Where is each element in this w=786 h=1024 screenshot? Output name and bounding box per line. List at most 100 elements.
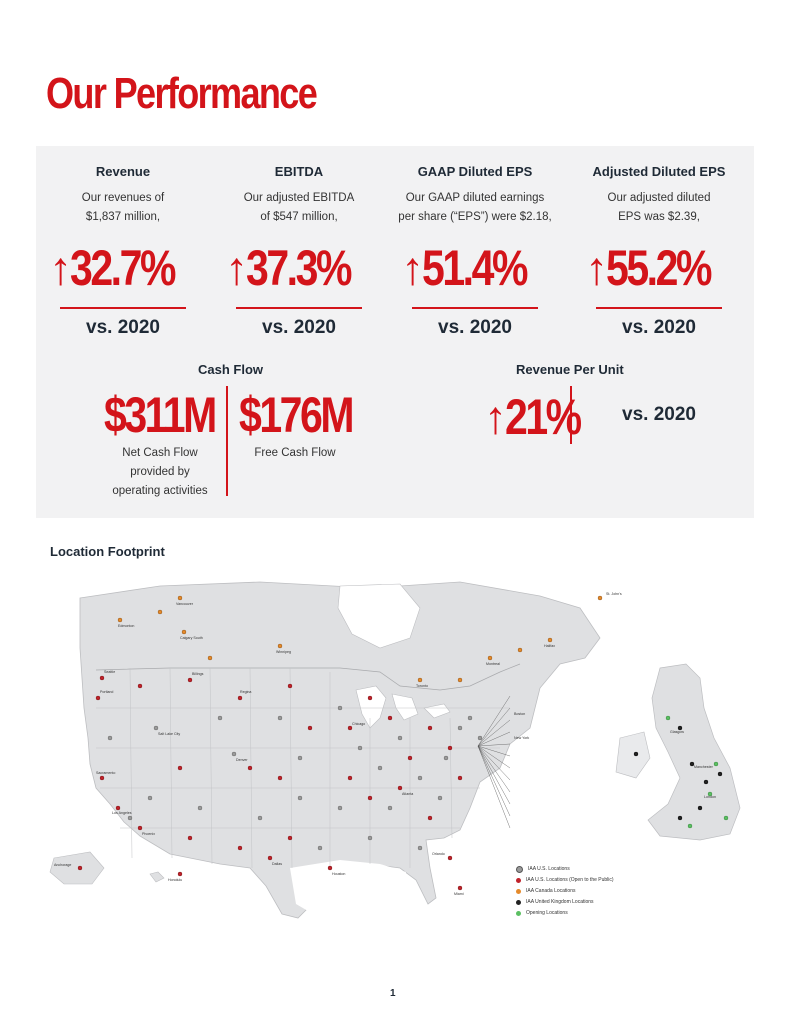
metric-description: Our GAAP diluted earnings per share (“EP… (392, 189, 558, 227)
hudson-bay (337, 583, 421, 649)
city-label: St. John's (606, 592, 622, 596)
city-label: Portland (100, 690, 113, 694)
city-label: Dallas (272, 862, 282, 866)
city-label: Anchorage (54, 863, 71, 867)
legend-item: IAA U.S. Locations (Open to the Public) (516, 875, 614, 886)
city-label: New York (514, 736, 529, 740)
city-label: Honolulu (168, 878, 182, 882)
metric-title: Revenue (95, 164, 151, 179)
city-label: Regina (240, 690, 251, 694)
city-label: Glasgow (670, 730, 684, 734)
metric-adjusted-eps: Adjusted Diluted EPS Our adjusted dilute… (576, 164, 742, 339)
divider (226, 386, 228, 496)
location-map: Vancouver Edmonton Calgary South Winnipe… (40, 568, 750, 936)
city-label: Miami (454, 892, 464, 896)
city-label: Edmonton (118, 624, 134, 628)
city-label: Atlanta (402, 792, 413, 796)
location-footprint-title: Location Footprint (50, 544, 165, 559)
metric-description: Our revenues of $1,837 million, (40, 189, 206, 227)
city-label: Montreal (486, 662, 500, 666)
hawaii-inset (149, 871, 165, 883)
city-label: Manchester (694, 765, 714, 769)
metric-desc-line: per share (“EPS”) were $2.18, (398, 211, 552, 223)
cf-desc-line: provided by (130, 466, 190, 478)
legend-label: Opening Locations (526, 910, 568, 916)
city-label: Winnipeg (276, 650, 291, 654)
city-label: Los Angeles (112, 811, 132, 815)
metric-comparison: vs. 2020 (262, 316, 336, 338)
canada-location-dots (117, 595, 603, 683)
metric-value: ↑ 51.4% (392, 239, 558, 297)
metric-ebitda: EBITDA Our adjusted EBITDA of $547 milli… (216, 164, 382, 339)
metric-desc-line: $1,837 million, (85, 211, 161, 223)
divider (596, 307, 722, 309)
revenue-per-unit-title: Revenue Per Unit (516, 362, 624, 377)
city-label: Sacramento (96, 771, 115, 775)
metric-title: GAAP Diluted EPS (417, 164, 533, 179)
up-arrow-icon: ↑ (484, 391, 507, 443)
metric-percent: 55.2% (606, 240, 712, 296)
metric-desc-line: Our adjusted EBITDA (243, 192, 355, 204)
city-label: Calgary South (180, 636, 203, 640)
callout-lines (477, 695, 511, 829)
metric-value: ↑ 37.3% (216, 239, 382, 297)
rpu-percent: 21% (505, 389, 582, 445)
legend-dot-icon (516, 866, 523, 873)
net-cash-flow-value: $311M (104, 387, 217, 443)
city-label: Phoenix (142, 832, 155, 836)
metric-description: Our adjusted EBITDA of $547 million, (216, 189, 382, 227)
free-cash-flow-description: Free Cash Flow (254, 447, 336, 459)
metric-comparison: vs. 2020 (86, 316, 160, 338)
metric-desc-line: of $547 million, (260, 211, 338, 223)
legend-item: IAA U.S. Locations (516, 864, 614, 875)
city-label: Salt Lake City (158, 732, 180, 736)
uk-location-dots (633, 725, 723, 821)
legend-dot-icon (516, 911, 521, 916)
us-public-location-dots (77, 675, 463, 891)
cash-flow-title: Cash Flow (198, 362, 264, 377)
legend-item: IAA Canada Locations (516, 886, 614, 897)
revenue-per-unit-comparison: vs. 2020 (622, 404, 696, 425)
cf-desc-line: Net Cash Flow (122, 447, 198, 459)
divider (236, 307, 362, 309)
metric-comparison: vs. 2020 (622, 316, 696, 338)
legend-dot-icon (516, 900, 521, 905)
city-label: Boston (514, 712, 525, 716)
up-arrow-icon: ↑ (585, 242, 609, 294)
up-arrow-icon: ↑ (49, 242, 73, 294)
metric-description: Our adjusted diluted EPS was $2.39, (576, 189, 742, 227)
page-title: Our Performance (46, 69, 318, 118)
gulf-of-mexico (290, 860, 406, 918)
city-label: Houston (332, 872, 345, 876)
great-lakes (355, 685, 451, 729)
legend-label: IAA U.S. Locations (Open to the Public) (526, 877, 614, 883)
metric-percent: 51.4% (422, 240, 528, 296)
revenue-per-unit-value: ↑ 21% (484, 392, 596, 442)
metric-desc-line: Our revenues of (81, 192, 165, 204)
city-label: Denver (236, 758, 248, 762)
legend-dot-icon (516, 878, 521, 883)
city-label: Chicago (352, 722, 365, 726)
ireland-landmass (615, 731, 651, 779)
metric-percent: 32.7% (70, 240, 176, 296)
metric-percent: 37.3% (246, 240, 352, 296)
metric-gaap-eps: GAAP Diluted EPS Our GAAP diluted earnin… (392, 164, 558, 339)
metric-desc-line: Our adjusted diluted (607, 192, 711, 204)
metric-revenue: Revenue Our revenues of $1,837 million, … (40, 164, 206, 339)
city-label: Seattle (104, 670, 115, 674)
metric-desc-line: EPS was $2.39, (618, 211, 700, 223)
city-label: Halifax (544, 644, 555, 648)
canada-us-border (95, 663, 521, 691)
legend-dot-icon (516, 889, 521, 894)
divider (412, 307, 538, 309)
metric-title: Adjusted Diluted EPS (592, 164, 726, 179)
city-label: Vancouver (176, 602, 194, 606)
up-arrow-icon: ↑ (225, 242, 249, 294)
divider (570, 386, 572, 444)
map-graphic: Vancouver Edmonton Calgary South Winnipe… (49, 581, 741, 919)
divider (60, 307, 186, 309)
uk-landmass (647, 663, 741, 841)
metric-title: EBITDA (274, 164, 324, 179)
legend-label: IAA Canada Locations (526, 888, 576, 894)
city-label: Toronto (416, 684, 428, 688)
